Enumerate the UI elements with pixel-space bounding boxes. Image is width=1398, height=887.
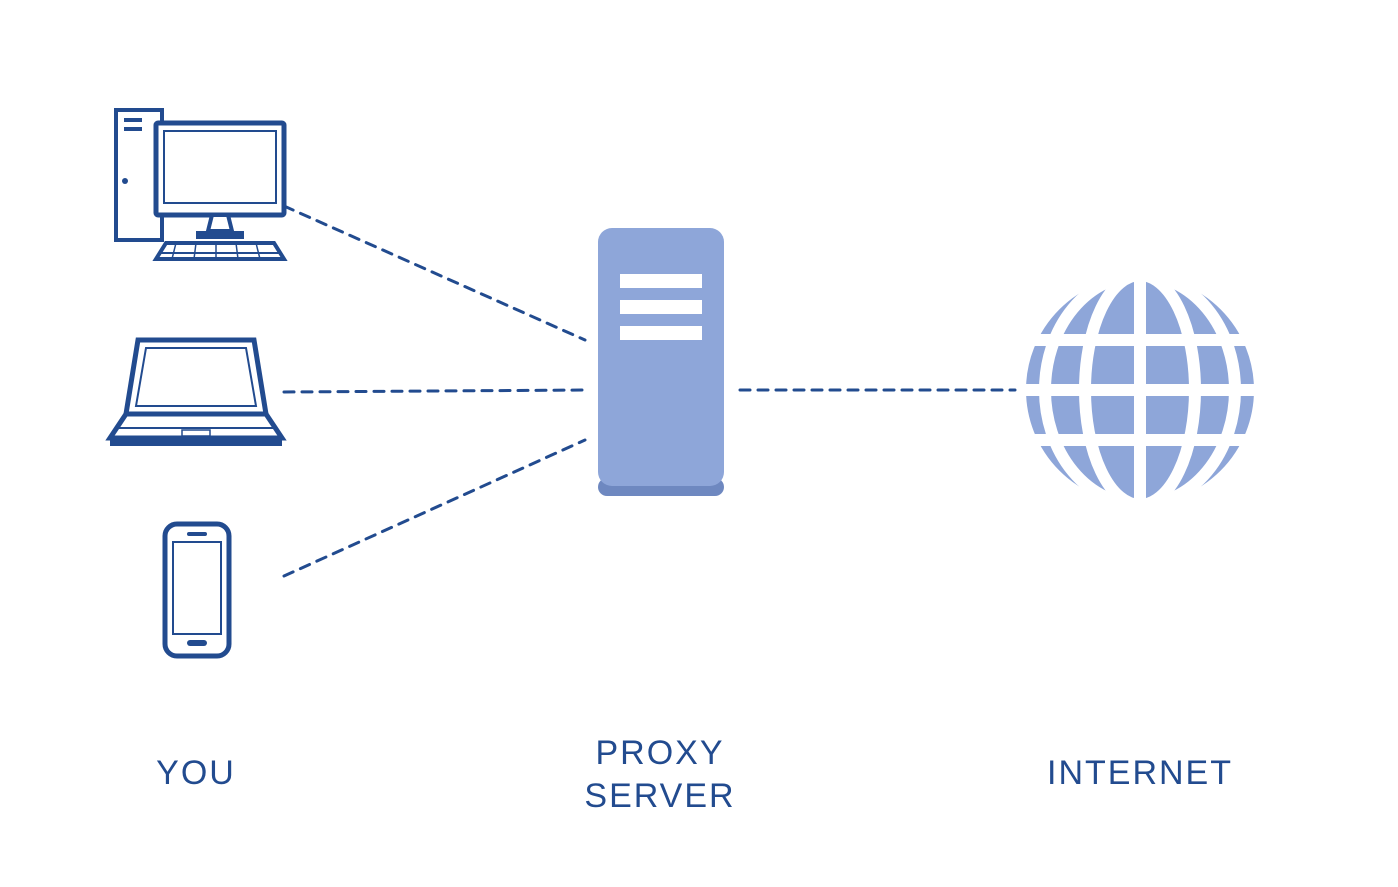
laptop-icon — [110, 340, 282, 446]
connection-line — [284, 390, 585, 392]
label-you: YOU — [120, 752, 272, 795]
label-internet: INTERNET — [1020, 752, 1260, 795]
connection-line — [284, 440, 585, 576]
phone-icon — [165, 524, 229, 656]
diagram-stage: YOU PROXY SERVER INTERNET — [0, 0, 1398, 887]
label-proxy: PROXY SERVER — [540, 732, 780, 817]
server-icon — [598, 228, 724, 496]
connection-line — [284, 206, 585, 340]
globe-icon — [1010, 260, 1270, 520]
desktop-icon — [116, 110, 284, 259]
